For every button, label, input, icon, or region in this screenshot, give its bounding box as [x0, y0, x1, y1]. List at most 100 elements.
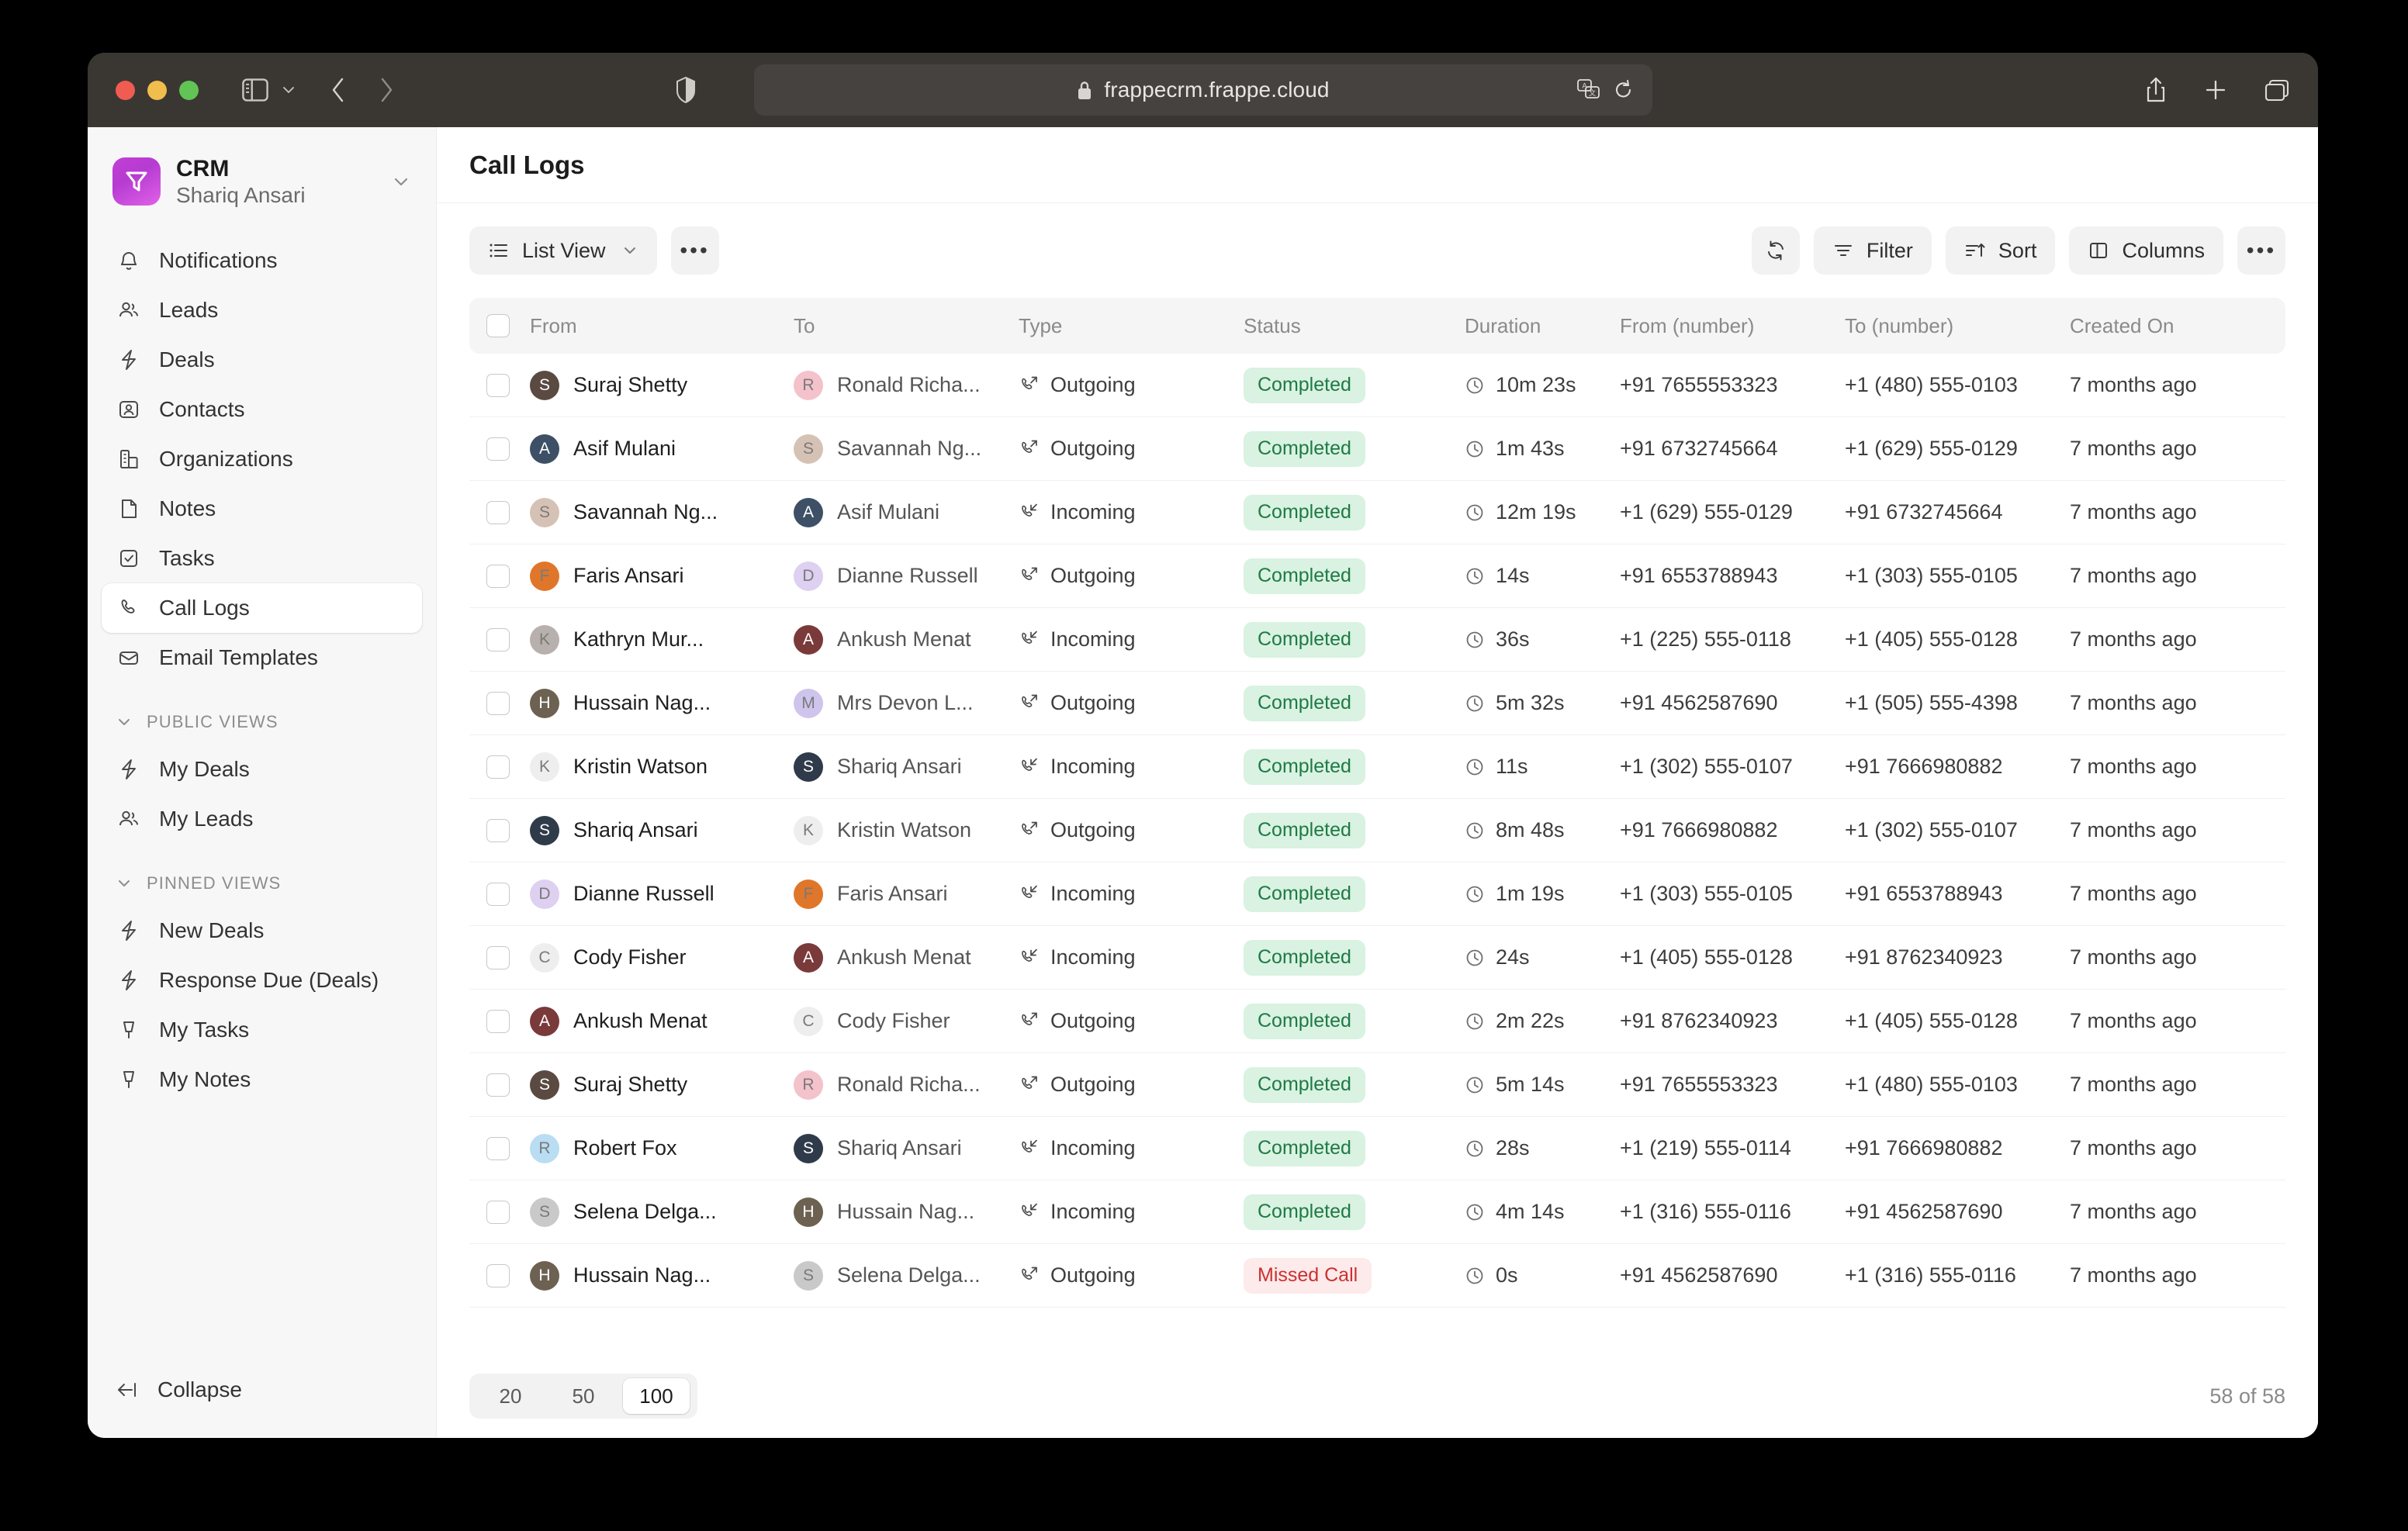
table-row[interactable]: S Selena Delga... H Hussain Nag... Incoming C…	[469, 1180, 2285, 1244]
cell-to[interactable]: D Dianne Russell	[794, 561, 1019, 591]
table-row[interactable]: S Shariq Ansari K Kristin Watson Outgoing Com…	[469, 799, 2285, 862]
sidebar-item-leads[interactable]: Leads	[102, 285, 422, 335]
row-checkbox[interactable]	[486, 564, 510, 588]
column-header-to-number[interactable]: To (number)	[1845, 313, 1954, 337]
maximize-window-button[interactable]	[179, 80, 199, 100]
table-row[interactable]: C Cody Fisher A Ankush Menat Incoming Complet…	[469, 926, 2285, 990]
sidebar-item-my-leads[interactable]: My Leads	[102, 794, 422, 844]
shield-icon[interactable]	[675, 76, 697, 104]
table-row[interactable]: H Hussain Nag... S Selena Delga... Outgoing M…	[469, 1244, 2285, 1308]
cell-to[interactable]: A Ankush Menat	[794, 624, 1019, 655]
refresh-button[interactable]	[1751, 226, 1800, 275]
cell-to[interactable]: S Selena Delga...	[794, 1260, 1019, 1291]
collapse-sidebar-button[interactable]: Collapse	[102, 1365, 422, 1415]
cell-to[interactable]: K Kristin Watson	[794, 815, 1019, 845]
sidebar-item-organizations[interactable]: Organizations	[102, 434, 422, 484]
sidebar-item-my-deals[interactable]: My Deals	[102, 745, 422, 794]
cell-from[interactable]: S Shariq Ansari	[530, 815, 794, 845]
forward-arrow-icon[interactable]	[375, 75, 396, 105]
cell-to[interactable]: S Shariq Ansari	[794, 752, 1019, 782]
row-checkbox[interactable]	[486, 945, 510, 969]
sidebar-item-contacts[interactable]: Contacts	[102, 385, 422, 434]
column-header-from[interactable]: From	[530, 313, 577, 337]
select-all-checkbox[interactable]	[486, 314, 510, 337]
sidebar-item-my-notes[interactable]: My Notes	[102, 1055, 422, 1104]
page-size-option[interactable]: 100	[623, 1378, 690, 1414]
cell-to[interactable]: S Shariq Ansari	[794, 1133, 1019, 1163]
cell-to[interactable]: M Mrs Devon L...	[794, 688, 1019, 718]
cell-from[interactable]: A Ankush Menat	[530, 1006, 794, 1036]
cell-from[interactable]: D Dianne Russell	[530, 879, 794, 909]
brand-switcher[interactable]: CRM Shariq Ansari	[102, 144, 422, 219]
cell-from[interactable]: A Asif Mulani	[530, 434, 794, 464]
cell-to[interactable]: S Savannah Ng...	[794, 434, 1019, 464]
cell-from[interactable]: S Savannah Ng...	[530, 497, 794, 527]
sidebar-item-email-templates[interactable]: Email Templates	[102, 633, 422, 683]
cell-from[interactable]: H Hussain Nag...	[530, 1260, 794, 1291]
row-checkbox[interactable]	[486, 373, 510, 397]
row-checkbox[interactable]	[486, 1136, 510, 1160]
cell-from[interactable]: S Suraj Shetty	[530, 1070, 794, 1100]
row-checkbox[interactable]	[486, 1073, 510, 1097]
view-selector-button[interactable]: List View	[469, 226, 657, 275]
cell-from[interactable]: R Robert Fox	[530, 1133, 794, 1163]
cell-from[interactable]: S Selena Delga...	[530, 1197, 794, 1227]
row-checkbox[interactable]	[486, 627, 510, 651]
sidebar-item-deals[interactable]: Deals	[102, 335, 422, 385]
sidebar-toggle-icon[interactable]	[242, 78, 268, 102]
back-arrow-icon[interactable]	[329, 75, 349, 105]
cell-from[interactable]: K Kristin Watson	[530, 752, 794, 782]
row-checkbox[interactable]	[486, 691, 510, 715]
column-header-to[interactable]: To	[794, 313, 815, 337]
new-tab-icon[interactable]	[2203, 78, 2228, 102]
sidebar-item-notes[interactable]: Notes	[102, 484, 422, 534]
tab-overview-icon[interactable]	[2264, 78, 2290, 102]
table-row[interactable]: R Robert Fox S Shariq Ansari Incoming Complet…	[469, 1117, 2285, 1180]
sidebar-toggle-group[interactable]	[242, 78, 296, 102]
sidebar-group-pinned-views[interactable]: PINNED VIEWS	[102, 861, 422, 906]
cell-to[interactable]: F Faris Ansari	[794, 879, 1019, 909]
chevron-down-icon[interactable]	[391, 175, 411, 188]
table-row[interactable]: S Suraj Shetty R Ronald Richa... Outgoing Com…	[469, 1053, 2285, 1117]
share-icon[interactable]	[2144, 76, 2168, 104]
row-checkbox[interactable]	[486, 818, 510, 842]
table-row[interactable]: K Kristin Watson S Shariq Ansari Incoming Com…	[469, 735, 2285, 799]
close-window-button[interactable]	[116, 80, 135, 100]
cell-to[interactable]: R Ronald Richa...	[794, 1070, 1019, 1100]
sidebar-item-response-due-deals[interactable]: Response Due (Deals)	[102, 956, 422, 1005]
row-checkbox[interactable]	[486, 1009, 510, 1033]
page-size-option[interactable]: 50	[572, 1384, 595, 1408]
more-options-button[interactable]: •••	[2237, 226, 2285, 275]
sidebar-group-public-views[interactable]: PUBLIC VIEWS	[102, 700, 422, 745]
table-row[interactable]: S Suraj Shetty R Ronald Richa... Outgoing Com…	[469, 354, 2285, 417]
row-checkbox[interactable]	[486, 1263, 510, 1287]
table-row[interactable]: A Asif Mulani S Savannah Ng... Outgoing Compl…	[469, 417, 2285, 481]
column-header-status[interactable]: Status	[1244, 313, 1301, 337]
sidebar-item-call-logs[interactable]: Call Logs	[102, 583, 422, 634]
sidebar-item-tasks[interactable]: Tasks	[102, 534, 422, 583]
cell-to[interactable]: C Cody Fisher	[794, 1006, 1019, 1036]
table-row[interactable]: F Faris Ansari D Dianne Russell Outgoing Comp…	[469, 544, 2285, 608]
column-header-duration[interactable]: Duration	[1465, 313, 1541, 337]
cell-to[interactable]: H Hussain Nag...	[794, 1197, 1019, 1227]
cell-to[interactable]: A Ankush Menat	[794, 942, 1019, 973]
chevron-down-icon[interactable]	[281, 85, 296, 95]
sort-button[interactable]: Sort	[1945, 226, 2056, 275]
column-header-created-on[interactable]: Created On	[2070, 313, 2174, 337]
column-header-type[interactable]: Type	[1019, 313, 1063, 337]
minimize-window-button[interactable]	[147, 80, 167, 100]
cell-from[interactable]: C Cody Fisher	[530, 942, 794, 973]
sidebar-item-new-deals[interactable]: New Deals	[102, 906, 422, 956]
cell-from[interactable]: H Hussain Nag...	[530, 688, 794, 718]
row-checkbox[interactable]	[486, 500, 510, 524]
cell-to[interactable]: R Ronald Richa...	[794, 370, 1019, 400]
sidebar-item-my-tasks[interactable]: My Tasks	[102, 1005, 422, 1055]
page-size-option[interactable]: 20	[499, 1384, 522, 1408]
cell-to[interactable]: A Asif Mulani	[794, 497, 1019, 527]
table-row[interactable]: S Savannah Ng... A Asif Mulani Incoming Compl…	[469, 481, 2285, 544]
cell-from[interactable]: S Suraj Shetty	[530, 370, 794, 400]
table-row[interactable]: K Kathryn Mur... A Ankush Menat Incoming Comp…	[469, 608, 2285, 672]
cell-from[interactable]: K Kathryn Mur...	[530, 624, 794, 655]
